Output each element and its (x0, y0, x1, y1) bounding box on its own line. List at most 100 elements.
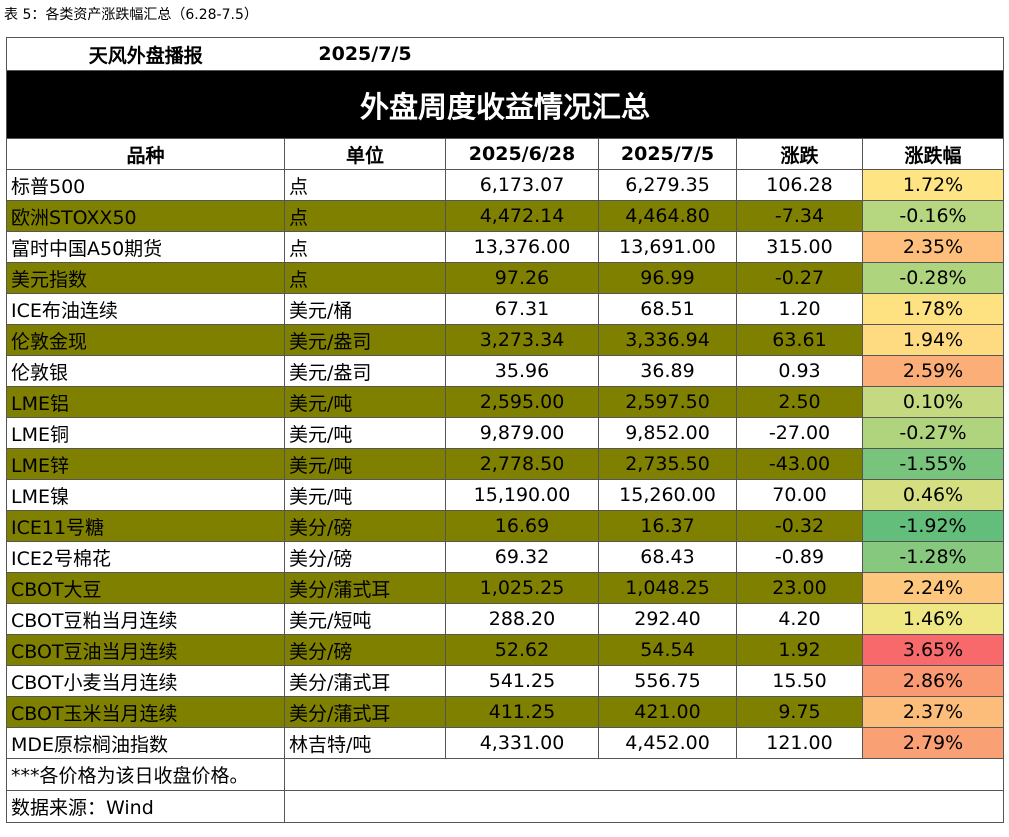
cell: 4,464.80 (598, 200, 737, 232)
note: ***各价格为该日收盘价格。 (6, 758, 285, 791)
data-row: 美元指数点 97.26 96.99 -0.27 -0.28% (6, 262, 1004, 294)
cell: 伦敦银 (6, 355, 285, 387)
cell: 54.54 (598, 634, 737, 666)
cell: 美分/蒲式耳 (284, 572, 446, 604)
cell: 23.00 (736, 572, 863, 604)
cell: -1.28% (862, 541, 1004, 573)
brand: 天风外盘播报 (6, 37, 285, 71)
cell: 4,331.00 (445, 727, 599, 759)
data-row: ICE布油连续 美元/桶 67.31 68.51 1.20 1.78% (6, 293, 1004, 325)
cell: 52.62 (445, 634, 599, 666)
cell: ICE11号糖 (6, 510, 285, 542)
cell: 15,190.00 (445, 479, 599, 511)
data-row: MDE原棕榈油指数 林吉特/吨 4,331.00 4,452.00 121.00 2.79… (6, 727, 1004, 759)
cell: 美分/磅 (284, 541, 446, 573)
cell: ICE布油连续 (6, 293, 285, 325)
column-header: 涨跌幅 (862, 138, 1004, 170)
report-date: 2025/7/5 (284, 37, 446, 71)
cell: 1.46% (862, 603, 1004, 635)
cell: MDE原棕榈油指数 (6, 727, 285, 759)
data-row: LME锌 美元/吨 2,778.50 2,735.50 -43.00 -1.55% (6, 448, 1004, 480)
cell: 2,735.50 (598, 448, 737, 480)
cell: CBOT玉米当月连续 (6, 696, 285, 728)
cell: -43.00 (736, 448, 863, 480)
cell: -0.32 (736, 510, 863, 542)
cell: 15,260.00 (598, 479, 737, 511)
data-row: CBOT玉米当月连续 美分/蒲式耳 411.25 421.00 9.75 2.37% (6, 696, 1004, 728)
cell: 9,879.00 (445, 417, 599, 449)
cell: 68.51 (598, 293, 737, 325)
cell: 美分/磅 (284, 634, 446, 666)
cell: 2.24% (862, 572, 1004, 604)
cell: 美元/盎司 (284, 355, 446, 387)
cell: 美分/蒲式耳 (284, 696, 446, 728)
cell: 16.69 (445, 510, 599, 542)
cell: ICE2号棉花 (6, 541, 285, 573)
cell: 69.32 (445, 541, 599, 573)
cell: 541.25 (445, 665, 599, 697)
cell: 2,778.50 (445, 448, 599, 480)
cell: 9,852.00 (598, 417, 737, 449)
column-header: 涨跌 (736, 138, 863, 170)
cell: 0.46% (862, 479, 1004, 511)
cell: 美元/盎司 (284, 324, 446, 356)
cell: CBOT豆油当月连续 (6, 634, 285, 666)
cell: 3,273.34 (445, 324, 599, 356)
cell: 4,452.00 (598, 727, 737, 759)
data-row: 欧洲STOXX50 点 4,472.14 4,464.80 -7.34 -0.16% (6, 200, 1004, 232)
cell: -0.27% (862, 417, 1004, 449)
cell: -0.16% (862, 200, 1004, 232)
blank (284, 758, 1004, 791)
column-header: 品种 (6, 138, 285, 170)
cell: 点 (284, 169, 446, 201)
cell: 美元/短吨 (284, 603, 446, 635)
cell: -1.92% (862, 510, 1004, 542)
table-body: 天风外盘播报 2025/7/5 外盘周度收益情况汇总 品种 单位 2025/6/28… (6, 37, 1004, 823)
cell: 96.99 (598, 262, 737, 294)
cell: 36.89 (598, 355, 737, 387)
cell: 林吉特/吨 (284, 727, 446, 759)
cell: 美元/吨 (284, 448, 446, 480)
cell: 点 (284, 262, 446, 294)
cell: 556.75 (598, 665, 737, 697)
cell: 1,048.25 (598, 572, 737, 604)
cell: -0.28% (862, 262, 1004, 294)
cell: 美分/磅 (284, 510, 446, 542)
cell: 1.94% (862, 324, 1004, 356)
cell: 2,595.00 (445, 386, 599, 418)
cell: 点 (284, 231, 446, 263)
cell: 2.59% (862, 355, 1004, 387)
cell: -7.34 (736, 200, 863, 232)
cell: 35.96 (445, 355, 599, 387)
cell: 1.78% (862, 293, 1004, 325)
cell: 3,336.94 (598, 324, 737, 356)
data-row: ICE11号糖 美分/磅 16.69 16.37 -0.32 -1.92% (6, 510, 1004, 542)
cell: 1.72% (862, 169, 1004, 201)
cell: 2.35% (862, 231, 1004, 263)
data-row: 标普500 点 6,173.07 6,279.35 106.28 1.72% (6, 169, 1004, 201)
cell: LME镍 (6, 479, 285, 511)
cell: CBOT小麦当月连续 (6, 665, 285, 697)
cell: 标普500 (6, 169, 285, 201)
summary-table: 天风外盘播报 2025/7/5 外盘周度收益情况汇总 品种 单位 2025/6/28… (6, 37, 1004, 823)
data-row: LME铝 美元/吨 2,595.00 2,597.50 2.50 0.10% (6, 386, 1004, 418)
cell: 0.10% (862, 386, 1004, 418)
cell: 美元/桶 (284, 293, 446, 325)
cell: 1,025.25 (445, 572, 599, 604)
cell: 63.61 (736, 324, 863, 356)
cell: CBOT豆粕当月连续 (6, 603, 285, 635)
cell: -0.27 (736, 262, 863, 294)
cell: -1.55% (862, 448, 1004, 480)
cell: 15.50 (736, 665, 863, 697)
cell: 68.43 (598, 541, 737, 573)
cell: LME铝 (6, 386, 285, 418)
cell: CBOT大豆 (6, 572, 285, 604)
cell: 0.93 (736, 355, 863, 387)
cell: 欧洲STOXX50 (6, 200, 285, 232)
cell: 2.79% (862, 727, 1004, 759)
title-row: 外盘周度收益情况汇总 (6, 70, 1004, 139)
cell: 315.00 (736, 231, 863, 263)
cell: 70.00 (736, 479, 863, 511)
cell: 点 (284, 200, 446, 232)
